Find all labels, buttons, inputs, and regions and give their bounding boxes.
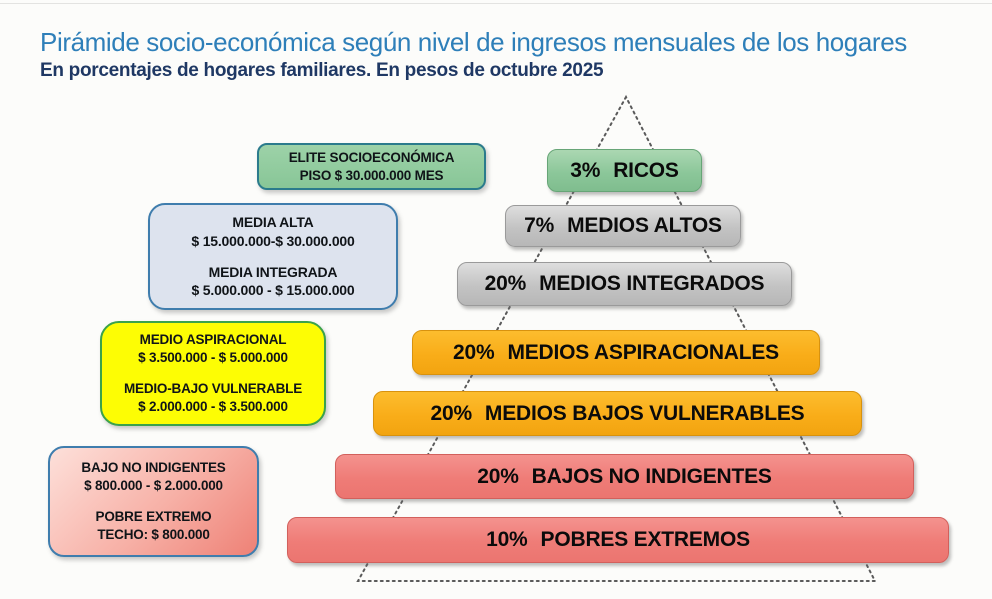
pyramid-bar-pobres-extremos: 10% POBRES EXTREMOS bbox=[287, 517, 949, 563]
bar-percent: 20% bbox=[484, 272, 527, 295]
page-subtitle: En porcentajes de hogares familiares. En… bbox=[40, 60, 604, 81]
stratum-name: MEDIO-BAJO VULNERABLE bbox=[123, 381, 303, 396]
income-box-medio: MEDIO ASPIRACIONAL $ 3.500.000 - $ 5.000… bbox=[100, 321, 326, 426]
stratum-name: MEDIA ALTA bbox=[232, 214, 314, 231]
income-box-group: ELITE SOCIOECONÓMICA PISO $ 30.000.000 M… bbox=[289, 149, 455, 185]
income-box-group: BAJO NO INDIGENTES $ 800.000 - $ 2.000.0… bbox=[81, 459, 225, 495]
stratum-name: MEDIA INTEGRADA bbox=[208, 264, 338, 280]
stratum-name: BAJO NO INDIGENTES bbox=[81, 460, 226, 476]
stratum-range: $ 2.000.000 - $ 3.500.000 bbox=[138, 398, 288, 414]
income-box-group: MEDIO ASPIRACIONAL $ 3.500.000 - $ 5.000… bbox=[138, 331, 288, 367]
stratum-range: $ 800.000 - $ 2.000.000 bbox=[84, 478, 223, 494]
bar-percent: 20% bbox=[453, 340, 495, 364]
bar-label: MEDIOS INTEGRADOS bbox=[539, 272, 765, 295]
bar-percent: 3% bbox=[570, 158, 601, 182]
stratum-range: PISO $ 30.000.000 MES bbox=[299, 167, 444, 183]
bar-percent: 20% bbox=[477, 464, 519, 488]
bar-label: MEDIOS ALTOS bbox=[567, 214, 722, 237]
pyramid-bar-medios-integrados: 20% MEDIOS INTEGRADOS bbox=[457, 262, 792, 306]
income-box-group: MEDIA ALTA $ 15.000.000-$ 30.000.000 bbox=[191, 213, 354, 250]
top-divider-line bbox=[0, 3, 992, 4]
income-box-media: MEDIA ALTA $ 15.000.000-$ 30.000.000 MED… bbox=[148, 203, 398, 310]
stratum-name: MEDIO ASPIRACIONAL bbox=[139, 332, 287, 348]
stratum-range: TECHO: $ 800.000 bbox=[97, 526, 210, 542]
stratum-range: $ 5.000.000 - $ 15.000.000 bbox=[191, 282, 355, 299]
bar-label: BAJOS NO INDIGENTES bbox=[531, 464, 772, 488]
income-box-group: MEDIA INTEGRADA $ 5.000.000 - $ 15.000.0… bbox=[192, 263, 355, 300]
pyramid-bar-medios-aspiracionales: 20% MEDIOS ASPIRACIONALES bbox=[412, 330, 820, 375]
pyramid-bar-medios-bajos-vulnerables: 20% MEDIOS BAJOS VULNERABLES bbox=[373, 391, 862, 436]
bar-label: RICOS bbox=[613, 158, 679, 182]
stratum-range: $ 3.500.000 - $ 5.000.000 bbox=[138, 350, 288, 366]
income-box-bajo: BAJO NO INDIGENTES $ 800.000 - $ 2.000.0… bbox=[48, 446, 259, 557]
income-box-group: MEDIO-BAJO VULNERABLE $ 2.000.000 - $ 3.… bbox=[124, 380, 302, 416]
bar-percent: 10% bbox=[486, 528, 528, 551]
pyramid-bar-ricos: 3% RICOS bbox=[547, 149, 702, 192]
bar-label: POBRES EXTREMOS bbox=[540, 528, 751, 551]
bar-label: MEDIOS ASPIRACIONALES bbox=[507, 340, 779, 364]
income-box-elite: ELITE SOCIOECONÓMICA PISO $ 30.000.000 M… bbox=[257, 143, 486, 190]
stratum-range: $ 15.000.000-$ 30.000.000 bbox=[191, 232, 355, 249]
pyramid-bar-medios-altos: 7% MEDIOS ALTOS bbox=[505, 205, 741, 247]
bar-percent: 7% bbox=[524, 214, 555, 237]
page-title: Pirámide socio-económica según nivel de … bbox=[40, 27, 907, 57]
bar-percent: 20% bbox=[430, 401, 472, 425]
stratum-name: POBRE EXTREMO bbox=[95, 509, 212, 524]
stratum-name: ELITE SOCIOECONÓMICA bbox=[288, 149, 455, 165]
bar-label: MEDIOS BAJOS VULNERABLES bbox=[484, 401, 805, 425]
pyramid-bar-bajos-no-indigentes: 20% BAJOS NO INDIGENTES bbox=[335, 454, 914, 499]
income-box-group: POBRE EXTREMO TECHO: $ 800.000 bbox=[96, 508, 212, 544]
